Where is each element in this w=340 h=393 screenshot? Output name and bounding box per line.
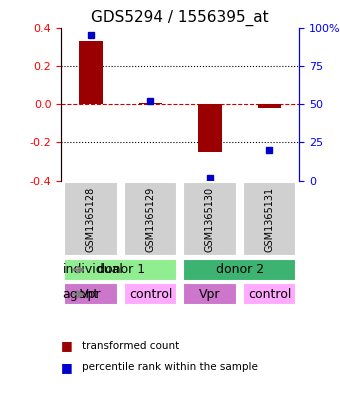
FancyBboxPatch shape	[64, 283, 118, 305]
Title: GDS5294 / 1556395_at: GDS5294 / 1556395_at	[91, 10, 269, 26]
Text: transformed count: transformed count	[82, 341, 179, 351]
Text: GSM1365128: GSM1365128	[86, 187, 96, 252]
FancyBboxPatch shape	[183, 259, 296, 281]
Bar	[79, 41, 103, 104]
FancyBboxPatch shape	[64, 182, 118, 256]
Text: donor 2: donor 2	[216, 263, 264, 276]
FancyBboxPatch shape	[243, 283, 296, 305]
Text: individual: individual	[62, 263, 123, 276]
Text: control: control	[248, 288, 291, 301]
Text: GSM1365131: GSM1365131	[265, 187, 274, 252]
Bar	[257, 104, 281, 108]
Text: control: control	[129, 288, 172, 301]
Text: donor 1: donor 1	[97, 263, 145, 276]
FancyBboxPatch shape	[124, 182, 177, 256]
Text: percentile rank within the sample: percentile rank within the sample	[82, 362, 257, 373]
Text: ■: ■	[61, 361, 73, 374]
FancyBboxPatch shape	[183, 182, 237, 256]
Bar	[138, 103, 162, 104]
Text: Vpr: Vpr	[199, 288, 221, 301]
Text: agent: agent	[62, 288, 99, 301]
Text: Vpr: Vpr	[80, 288, 102, 301]
FancyBboxPatch shape	[183, 283, 237, 305]
Text: GSM1365130: GSM1365130	[205, 187, 215, 252]
FancyBboxPatch shape	[243, 182, 296, 256]
Text: GSM1365129: GSM1365129	[146, 187, 155, 252]
FancyBboxPatch shape	[124, 283, 177, 305]
Bar	[198, 104, 222, 152]
FancyBboxPatch shape	[64, 259, 177, 281]
Text: ■: ■	[61, 339, 73, 353]
